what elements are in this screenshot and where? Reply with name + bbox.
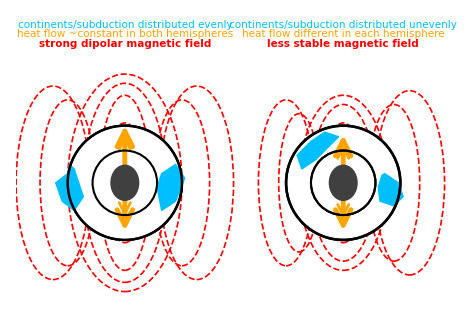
Ellipse shape (329, 165, 357, 200)
Polygon shape (157, 164, 185, 210)
Polygon shape (56, 164, 83, 210)
Polygon shape (297, 132, 338, 169)
Ellipse shape (111, 165, 138, 200)
Text: continents/subduction distributed unevenly: continents/subduction distributed uneven… (229, 20, 457, 30)
Circle shape (286, 126, 401, 240)
Text: continents/subduction distributed evenly: continents/subduction distributed evenly (18, 20, 232, 30)
Text: less stable magnetic field: less stable magnetic field (267, 39, 419, 49)
Text: heat flow different in each hemisphere: heat flow different in each hemisphere (242, 29, 445, 39)
Polygon shape (378, 174, 403, 206)
Text: heat flow ~constant in both hemispheres: heat flow ~constant in both hemispheres (17, 29, 233, 39)
Text: strong dipolar magnetic field: strong dipolar magnetic field (39, 39, 211, 49)
Circle shape (68, 126, 182, 240)
